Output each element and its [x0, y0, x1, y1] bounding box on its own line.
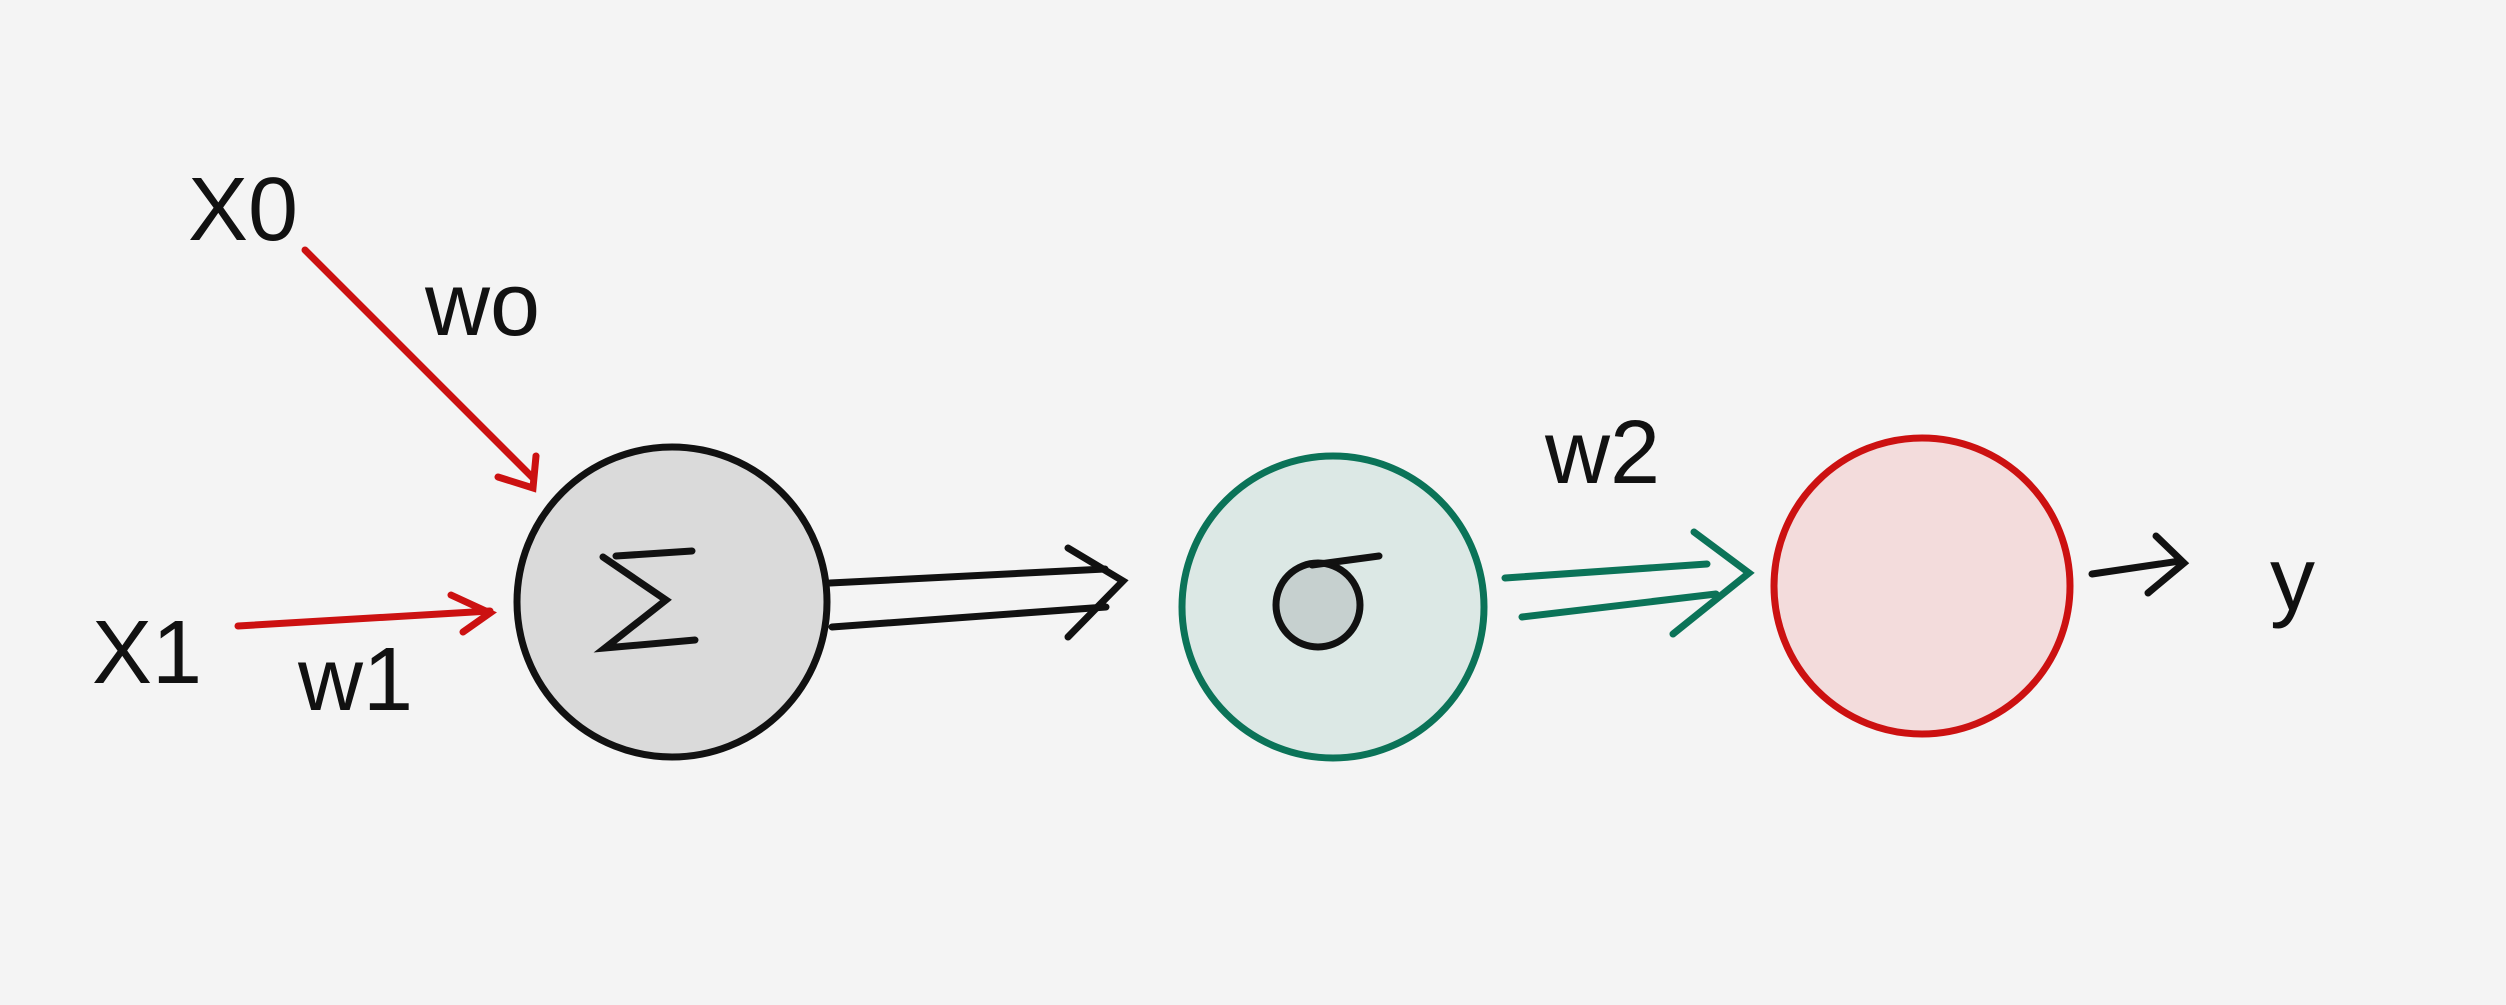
input-x0-label: X0	[188, 160, 298, 260]
activation-node: σ	[1178, 452, 1488, 762]
sum-node-symbol: Σ	[672, 632, 678, 643]
edge-output-to-y	[2088, 532, 2190, 597]
edge-x1-to-sum	[234, 591, 497, 636]
activation-inner-dot	[1272, 559, 1364, 651]
edge-x0-to-sum	[301, 246, 540, 493]
edge-output-arrowhead	[2144, 532, 2190, 597]
sum-node: Σ	[513, 443, 831, 761]
weight-w2-label: w2	[1544, 403, 1660, 503]
output-y-label: y	[2270, 530, 2315, 630]
edge-sum-arrowhead	[1064, 544, 1129, 641]
edge-sum-to-activation	[826, 544, 1129, 641]
output-node	[1770, 434, 2074, 738]
sigma-bar-icon	[1308, 552, 1383, 569]
edge-x0-arrowhead	[494, 452, 540, 493]
sigma-symbol-icon	[593, 547, 699, 653]
activation-node-symbol: σ	[1333, 632, 1340, 643]
input-x1-label: X1	[92, 603, 202, 703]
edge-x1-arrowhead	[447, 591, 497, 636]
edge-activation-arrowhead	[1669, 528, 1755, 638]
weight-w1-label: w1	[297, 630, 413, 730]
weight-w0-label: wo	[424, 255, 540, 355]
edge-activation-to-output	[1501, 528, 1755, 638]
